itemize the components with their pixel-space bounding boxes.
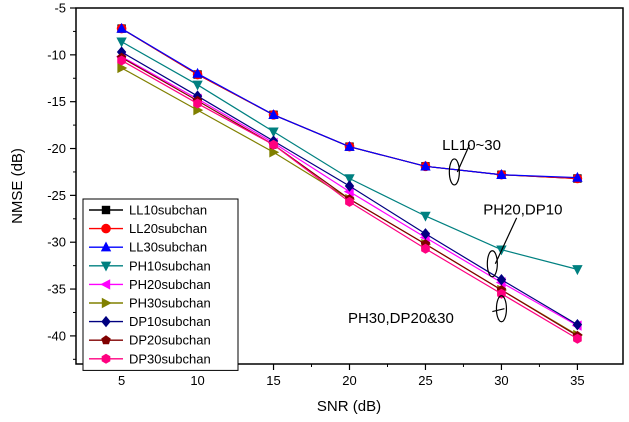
data-point [420,160,431,171]
legend: LL10subchan LL20subchan LL30subchan PH10sub… [82,198,239,371]
series-line [121,28,578,180]
data-point [496,273,507,286]
legend-item: LL30subchan [89,240,207,255]
annotation: PH30,DP20&30 [348,295,508,327]
series-line [121,28,578,180]
annotation-label: PH30,DP20&30 [348,310,454,327]
data-point [344,180,355,192]
series-LL30subchan [116,22,583,182]
data-point [496,169,507,179]
y-tick-label: -40 [47,328,66,343]
x-axis-title: SNR (dB) [317,398,381,415]
y-tick-label: -30 [47,235,66,250]
data-point [420,228,431,240]
data-point [100,261,112,272]
legend-item: PH30subchan [89,296,211,311]
legend-item: DP30subchan [89,351,211,366]
legend-label: DP10subchan [129,314,211,329]
data-point [101,335,111,345]
data-point [101,353,111,364]
data-point [101,315,111,328]
data-point [345,196,354,207]
data-point [268,127,279,138]
y-axis-title: NMSE (dB) [9,148,26,224]
annotation-pointer [492,308,505,313]
data-point [572,171,583,182]
legend-label: DP20subchan [129,333,211,348]
data-point [573,333,582,344]
data-point [193,98,202,109]
legend-label: DP30subchan [129,351,211,366]
legend-label: PH30subchan [129,296,211,311]
annotation-pointer [456,144,471,173]
series-line [121,28,578,179]
annotation-ellipse [486,250,498,278]
annotation-label: LL10~30 [442,137,501,154]
annotation-label: PH20,DP10 [483,201,562,218]
legend-item: LL20subchan [89,221,207,236]
annotation: PH20,DP10 [483,201,562,278]
y-tick-label: -10 [47,47,66,62]
y-tick-label: -15 [47,94,66,109]
y-tick-label: -35 [47,282,66,297]
data-point [268,109,279,119]
x-tick-label: 10 [190,373,204,388]
x-tick-label: 20 [342,373,356,388]
x-tick-label: 35 [570,373,584,388]
legend-item: LL10subchan [89,203,207,218]
legend-item: PH10subchan [89,258,211,273]
legend-label: LL20subchan [129,221,207,236]
legend-label: PH10subchan [129,258,211,273]
data-point [269,147,280,158]
axes: 5 10 15 20 25 30 35 -5 -10 -15 -20 -25 -30 -35 -40 [47,1,584,389]
data-point [572,265,583,276]
data-point [100,279,111,290]
x-tick-label: 5 [118,373,125,388]
data-point [420,211,431,222]
annotation: LL10~30 [442,137,501,186]
annotations: LL10~30 PH20,DP10 PH30,DP20&30 [348,137,562,327]
annotation-pointer [494,217,518,265]
legend-item: PH20subchan [89,277,211,292]
series-layer [115,22,584,344]
legend-label: LL10subchan [129,203,207,218]
x-tick-label: 25 [418,373,432,388]
data-point [116,37,127,48]
data-point [344,174,355,185]
series-LL10subchan [117,24,582,183]
legend-label: PH20subchan [129,277,211,292]
x-tick-label: 15 [266,373,280,388]
data-point [101,297,112,309]
annotation-ellipse [448,158,460,186]
data-point [100,241,112,252]
y-tick-label: -25 [47,188,66,203]
legend-item: DP10subchan [89,314,211,329]
data-point [192,80,203,91]
y-tick-label: -20 [47,141,66,156]
x-tick-label: 30 [494,373,508,388]
data-point [192,67,203,78]
data-point [117,62,128,74]
annotation-ellipse [495,295,508,323]
data-point [101,205,111,215]
legend-item: DP20subchan [89,333,211,348]
data-point [344,140,355,151]
data-point [101,223,111,234]
legend-label: LL30subchan [129,240,207,255]
data-point [572,318,583,331]
data-point [116,22,127,33]
y-tick-label: -5 [54,1,66,16]
data-point [421,243,430,254]
data-point [269,139,278,150]
data-point [117,55,126,66]
